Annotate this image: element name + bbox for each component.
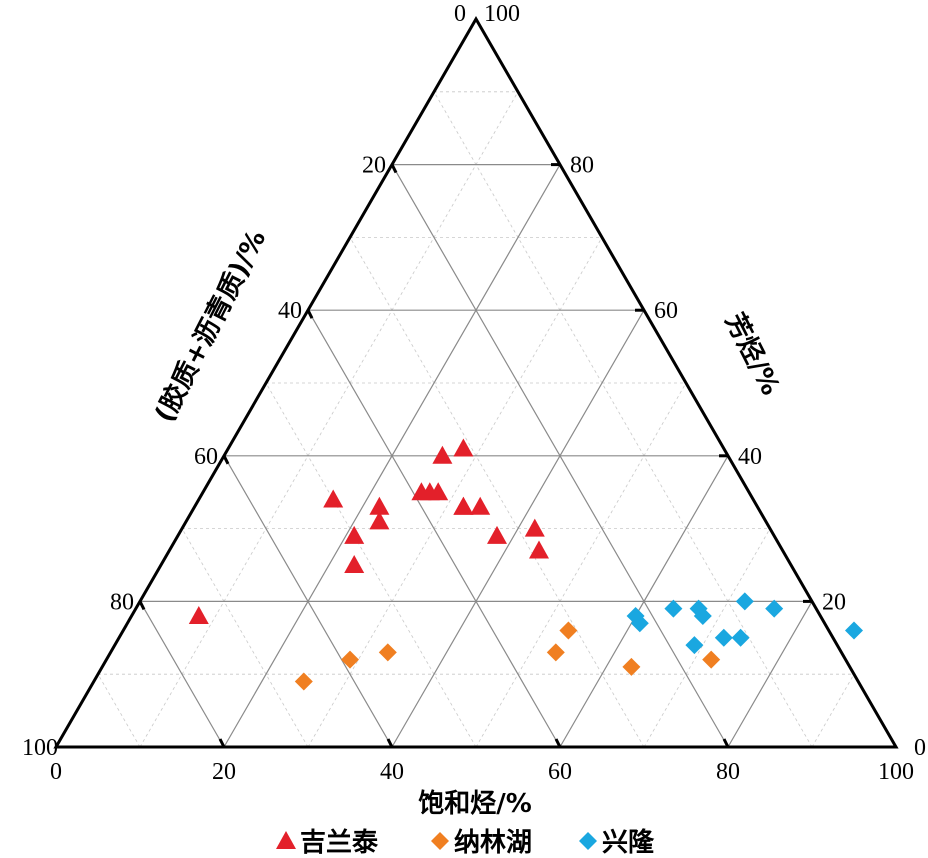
data-point <box>323 489 344 508</box>
grid-line-minor <box>97 674 141 748</box>
minor-grid <box>97 91 855 748</box>
tick-label-right: 100 <box>484 1 520 27</box>
tick-mark <box>722 738 730 748</box>
data-point <box>453 438 474 457</box>
data-point <box>529 540 549 559</box>
data-point <box>341 650 359 669</box>
data-point <box>559 621 578 640</box>
legend-label: 纳林湖 <box>454 827 532 858</box>
grid-line-minor <box>307 237 603 748</box>
grid-line-minor <box>181 528 309 748</box>
data-point <box>487 525 507 544</box>
data-point <box>731 628 750 647</box>
grid-line-major <box>391 309 645 748</box>
tick-label-right: 20 <box>822 589 846 615</box>
data-point <box>369 496 390 515</box>
data-points <box>188 438 863 691</box>
data-point <box>188 605 209 624</box>
grid-line-minor <box>139 91 519 748</box>
legend: 吉兰泰 纳林湖 兴隆 <box>276 827 655 858</box>
grid-line-minor <box>475 382 687 748</box>
grid-line-minor <box>643 528 771 748</box>
grid-line-minor <box>811 674 855 748</box>
tick-marks <box>138 163 812 748</box>
data-point <box>369 511 390 530</box>
grid-line-minor <box>265 382 477 748</box>
tick-label-right: 0 <box>914 735 926 761</box>
legend-item: 纳林湖 <box>431 827 532 858</box>
data-point <box>702 650 721 669</box>
axis-label-bottom: 饱和烃/% <box>418 789 532 819</box>
legend-label: 吉兰泰 <box>300 828 379 858</box>
data-point <box>693 606 712 625</box>
legend-item: 吉兰泰 <box>276 828 379 858</box>
grid-line-major <box>727 601 813 748</box>
axis-label-right: 芳烃/% <box>719 309 785 401</box>
tick-label-left: 80 <box>110 589 134 615</box>
tick-mark <box>386 738 394 748</box>
tick-label-right: 80 <box>570 153 594 179</box>
tick-mark <box>138 600 146 611</box>
legend-label: 兴隆 <box>602 828 655 858</box>
data-point <box>714 628 733 647</box>
grid-line-major <box>307 309 561 748</box>
data-point <box>344 555 365 573</box>
data-point <box>294 672 313 691</box>
tick-label-bottom: 60 <box>548 759 572 785</box>
tick-label-right: 40 <box>738 444 762 470</box>
grid-line-major <box>559 455 729 748</box>
legend-marker <box>579 832 597 850</box>
tick-label-bottom: 100 <box>878 759 914 785</box>
grid-line-major <box>139 601 225 748</box>
data-point <box>622 657 641 676</box>
data-point <box>378 643 397 662</box>
data-point <box>664 599 683 618</box>
tick-label-bottom: 20 <box>212 759 236 785</box>
legend-item: 兴隆 <box>579 828 655 858</box>
data-point <box>630 614 649 633</box>
tick-mark <box>218 738 226 748</box>
grid-line-minor <box>433 91 813 748</box>
data-point <box>470 496 491 515</box>
tick-label-left: 40 <box>278 298 302 324</box>
data-point <box>546 643 565 662</box>
data-point <box>765 599 784 618</box>
tick-label-right: 60 <box>654 298 678 324</box>
legend-marker <box>431 832 449 850</box>
tick-label-bottom: 80 <box>716 759 740 785</box>
tick-mark <box>306 309 314 319</box>
tick-mark <box>222 455 230 465</box>
grid-line-major <box>223 455 393 748</box>
tick-label-left: 100 <box>22 735 58 761</box>
legend-marker <box>276 831 296 849</box>
tick-mark <box>390 163 398 174</box>
tick-mark <box>554 738 562 748</box>
data-point <box>845 621 863 640</box>
data-point <box>344 525 365 544</box>
data-point <box>524 518 545 537</box>
tick-label-left: 60 <box>194 444 218 470</box>
data-point <box>685 636 704 655</box>
major-grid <box>139 164 813 748</box>
tick-label-left: 20 <box>362 153 386 179</box>
tick-label-bottom: 40 <box>380 759 404 785</box>
grid-line-minor <box>349 237 645 748</box>
tick-label-bottom: 0 <box>50 759 62 785</box>
data-point <box>428 482 449 501</box>
data-point <box>735 592 754 611</box>
data-point <box>432 445 453 464</box>
tick-label-left: 0 <box>454 1 466 27</box>
axis-label-left: (胶质+沥青质)/% <box>149 225 272 427</box>
triangle-frame <box>53 15 899 749</box>
data-point <box>453 496 474 515</box>
